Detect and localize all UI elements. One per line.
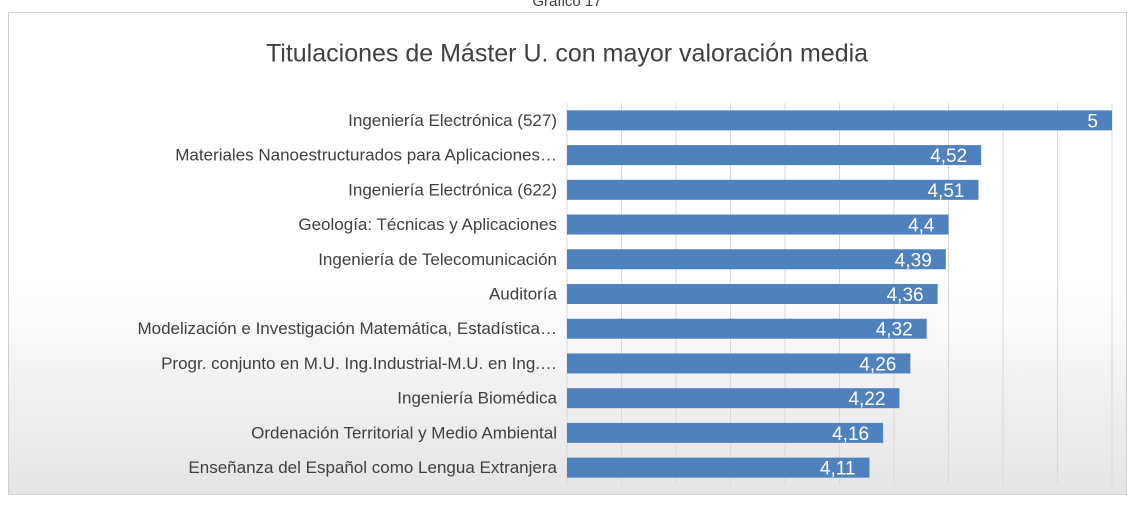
y-tick-label: Ingeniería de Telecomunicación [318, 250, 557, 269]
data-label: 4,26 [859, 354, 896, 375]
caption: Gráfico 17 [532, 0, 601, 10]
data-label: 4,51 [927, 181, 964, 202]
bar [567, 214, 949, 235]
data-label: 4,11 [820, 459, 856, 480]
data-label: 4,52 [930, 146, 967, 167]
y-tick-label: Progr. conjunto en M.U. Ing.Industrial-M… [161, 354, 557, 373]
data-label: 4,32 [876, 320, 913, 341]
bar [567, 457, 870, 478]
data-label: 4,16 [832, 424, 869, 445]
bar [567, 422, 884, 443]
y-tick-label: Materiales Nanoestructurados para Aplica… [175, 146, 557, 165]
bar [567, 145, 982, 166]
bar [567, 284, 938, 304]
y-tick-label: Ordenación Territorial y Medio Ambiental [251, 423, 557, 442]
y-tick-label: Ingeniería Electrónica (527) [348, 111, 557, 130]
y-tick-label: Enseñanza del Español como Lengua Extran… [188, 458, 557, 477]
chart-title: Titulaciones de Máster U. con mayor valo… [266, 40, 868, 68]
data-label: 5 [1087, 111, 1098, 132]
y-tick-label: Geología: Técnicas y Aplicaciones [298, 215, 557, 234]
bar [567, 318, 927, 339]
y-tick-label: Ingeniería Biomédica [397, 389, 557, 408]
bar [567, 249, 946, 270]
data-label: 4,36 [887, 285, 924, 306]
y-tick-label: Ingeniería Electrónica (622) [348, 180, 557, 199]
data-label: 4,4 [908, 216, 935, 237]
data-label: 4,39 [895, 250, 932, 271]
y-tick-label: Modelización e Investigación Matemática,… [137, 319, 557, 338]
bar [567, 110, 1112, 131]
bar [567, 388, 900, 409]
y-tick-label: Auditoría [489, 284, 558, 303]
data-label: 4,22 [848, 389, 885, 410]
bar [567, 179, 979, 200]
bar [567, 353, 911, 374]
